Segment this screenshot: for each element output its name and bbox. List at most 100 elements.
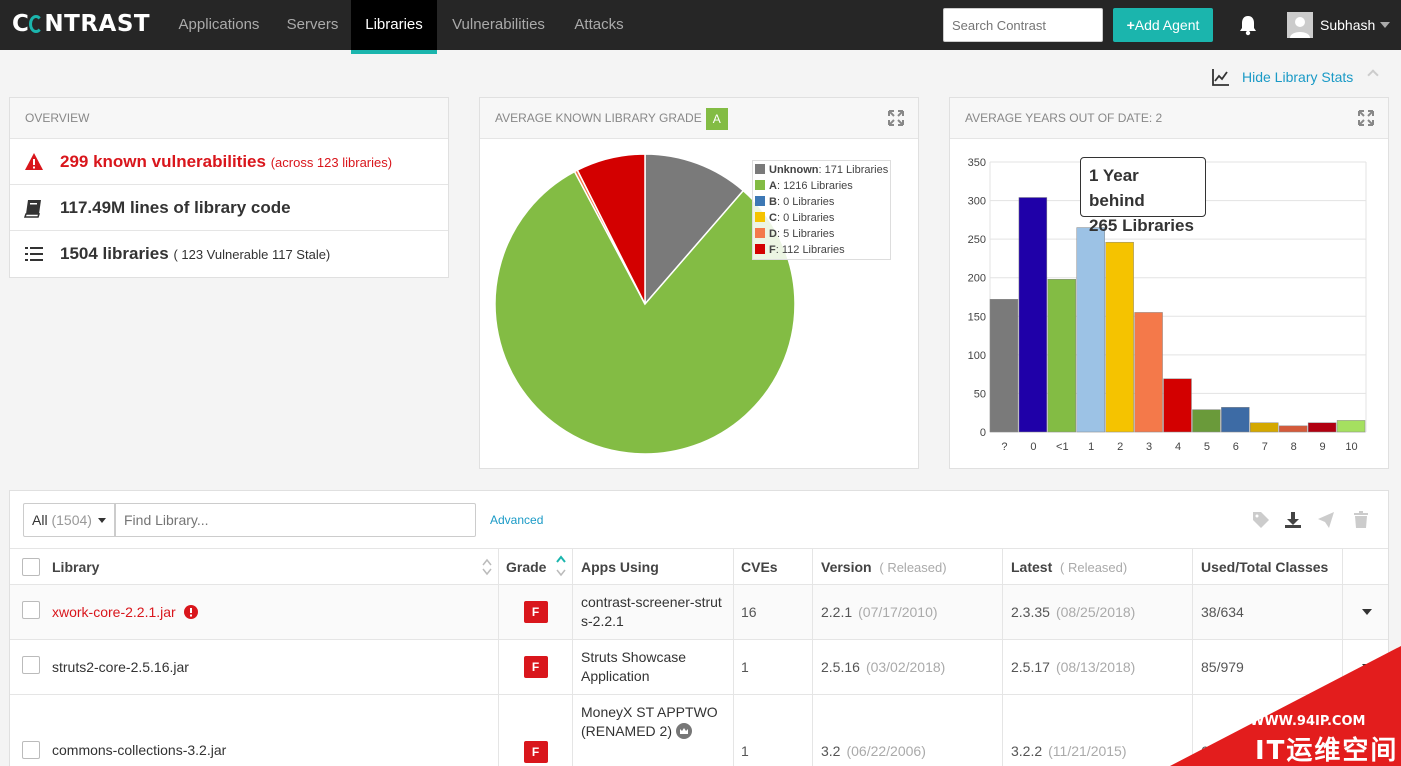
bar-3[interactable] (1134, 312, 1163, 433)
apps-cell: MoneyX ST APPTWO (RENAMED 2) (573, 695, 734, 766)
app-link[interactable]: Struts Showcase Application (581, 649, 687, 684)
col-grade[interactable]: Grade (498, 549, 573, 585)
bar-5[interactable] (1192, 409, 1221, 433)
grade-cell: F (498, 640, 573, 694)
col-used-total-classes[interactable]: Used/Total Classes (1193, 549, 1343, 585)
nav-applications[interactable]: Applications (178, 16, 260, 33)
table-row[interactable]: commons-collections-3.2.jar F MoneyX ST … (10, 695, 1388, 766)
grade-pie-chart (494, 153, 796, 455)
tooltip-line1: 1 Year behind (1089, 166, 1145, 210)
legend-item-c[interactable]: C: 0 Libraries (755, 210, 888, 226)
nav-attacks[interactable]: Attacks (574, 16, 624, 33)
tag-icon[interactable] (1252, 511, 1270, 529)
row-checkbox[interactable] (22, 656, 40, 674)
legend-item-unknown[interactable]: Unknown: 171 Libraries (755, 162, 888, 178)
known-vulns-sub: (across 123 libraries) (270, 155, 393, 170)
cves-value: 1 (741, 659, 749, 675)
overview-libs-row[interactable]: 1504 libraries ( 123 Vulnerable 117 Stal… (10, 231, 448, 277)
col-version[interactable]: Version ( Released) (813, 549, 1003, 585)
app-link[interactable]: contrast-screener-struts-2.2.1 (581, 594, 722, 629)
y-tick-label: 300 (968, 196, 986, 208)
library-table-panel: All (1504) Advanced Library Grade Apps U… (9, 490, 1389, 766)
table-row[interactable]: struts2-core-2.5.16.jar F Struts Showcas… (10, 640, 1388, 695)
sort-asc-icon (556, 555, 566, 577)
col-cves[interactable]: CVEs (733, 549, 813, 585)
table-row[interactable]: xwork-core-2.2.1.jar F contrast-screener… (10, 585, 1388, 640)
find-library-input[interactable] (115, 503, 476, 537)
bar-2[interactable] (1105, 241, 1134, 433)
row-checkbox[interactable] (22, 741, 40, 759)
version-value: 3.2 (821, 743, 841, 759)
bar-6[interactable] (1221, 407, 1250, 433)
pie-slice-a[interactable] (494, 170, 796, 455)
bar-7[interactable] (1250, 422, 1279, 433)
apps-cell: contrast-screener-struts-2.2.1 (573, 585, 734, 639)
contrast-logo[interactable]: C NTRAST (12, 11, 151, 37)
expand-icon[interactable] (888, 110, 904, 126)
bar-1[interactable] (1076, 227, 1105, 433)
app-link[interactable]: MoneyX ST APPTWO (RENAMED 2) (581, 703, 727, 741)
bar-8[interactable] (1278, 425, 1308, 433)
pie-slice-f[interactable] (576, 153, 646, 305)
library-name-link[interactable]: xwork-core-2.2.1.jar (52, 604, 176, 620)
overview-vulns-row[interactable]: 299 known vulnerabilities (across 123 li… (10, 139, 448, 185)
watermark-banner (1170, 646, 1401, 766)
user-name[interactable]: Subhash (1320, 17, 1376, 33)
cves-cell: 1 (733, 695, 813, 766)
library-name-link[interactable]: commons-collections-3.2.jar (52, 742, 227, 758)
bar-9[interactable] (1307, 422, 1337, 433)
filter-select[interactable]: All (1504) (23, 503, 115, 537)
trash-icon[interactable] (1352, 511, 1370, 529)
watermark-text: IT运维空间 (1255, 736, 1399, 766)
caret-down-icon[interactable] (1362, 609, 1372, 615)
legend-item-b[interactable]: B: 0 Libraries (755, 194, 888, 210)
classes-cell: 85/979 (1193, 640, 1343, 694)
nav-vulnerabilities[interactable]: Vulnerabilities (452, 16, 545, 33)
search-input[interactable] (943, 8, 1103, 42)
y-tick-label: 200 (968, 273, 986, 285)
latest-date: (08/25/2018) (1055, 604, 1136, 620)
cves-value: 16 (741, 604, 757, 620)
send-icon[interactable] (1317, 511, 1335, 529)
expand-icon[interactable] (1358, 110, 1374, 126)
row-checkbox[interactable] (22, 601, 40, 619)
legend-label: B (769, 196, 777, 208)
bar-?[interactable] (989, 299, 1019, 433)
select-all-checkbox[interactable] (22, 558, 40, 576)
x-tick-label: 0 (1030, 441, 1036, 453)
col-latest[interactable]: Latest ( Released) (1003, 549, 1193, 585)
latest-cell: 2.5.17 (08/13/2018) (1003, 640, 1193, 694)
caret-down-icon (98, 518, 106, 523)
col-version-label: Version (821, 559, 872, 575)
legend-swatch (755, 244, 765, 254)
pie-legend: Unknown: 171 Libraries A: 1216 Libraries B… (752, 160, 892, 260)
filter-count: (1504) (51, 512, 92, 528)
bar-4[interactable] (1163, 378, 1192, 433)
library-name-link[interactable]: struts2-core-2.5.16.jar (52, 659, 189, 675)
x-tick-label: 2 (1117, 441, 1123, 453)
nav-servers[interactable]: Servers (286, 16, 339, 33)
add-agent-button[interactable]: +Add Agent (1113, 8, 1213, 42)
bar-<1[interactable] (1047, 279, 1077, 433)
x-tick-label: 9 (1320, 441, 1326, 453)
avatar[interactable] (1287, 12, 1313, 38)
version-cell: 3.2 (06/22/2006) (813, 695, 1003, 766)
apps-cell: Struts Showcase Application (573, 640, 734, 694)
grade-badge-f: F (523, 741, 548, 763)
col-apps-using[interactable]: Apps Using (573, 549, 734, 585)
version-cell: 2.2.1 (07/17/2010) (813, 585, 1003, 639)
bar-10[interactable] (1336, 420, 1366, 433)
bar-0[interactable] (1018, 197, 1048, 433)
legend-item-d[interactable]: D: 5 Libraries (755, 226, 888, 242)
legend-item-a[interactable]: A: 1216 Libraries (755, 178, 888, 194)
legend-value: : 112 Libraries (775, 244, 845, 256)
bell-icon[interactable] (1238, 14, 1258, 36)
pie-slice-unknown[interactable] (644, 153, 745, 307)
chevron-down-icon[interactable] (1380, 22, 1390, 28)
version-date: (06/22/2006) (846, 743, 926, 759)
legend-item-f[interactable]: F: 112 Libraries (755, 242, 888, 258)
download-icon[interactable] (1284, 511, 1302, 529)
advanced-link[interactable]: Advanced (490, 513, 544, 527)
col-library[interactable]: Library (44, 549, 499, 585)
nav-libraries[interactable]: Libraries (351, 0, 437, 54)
